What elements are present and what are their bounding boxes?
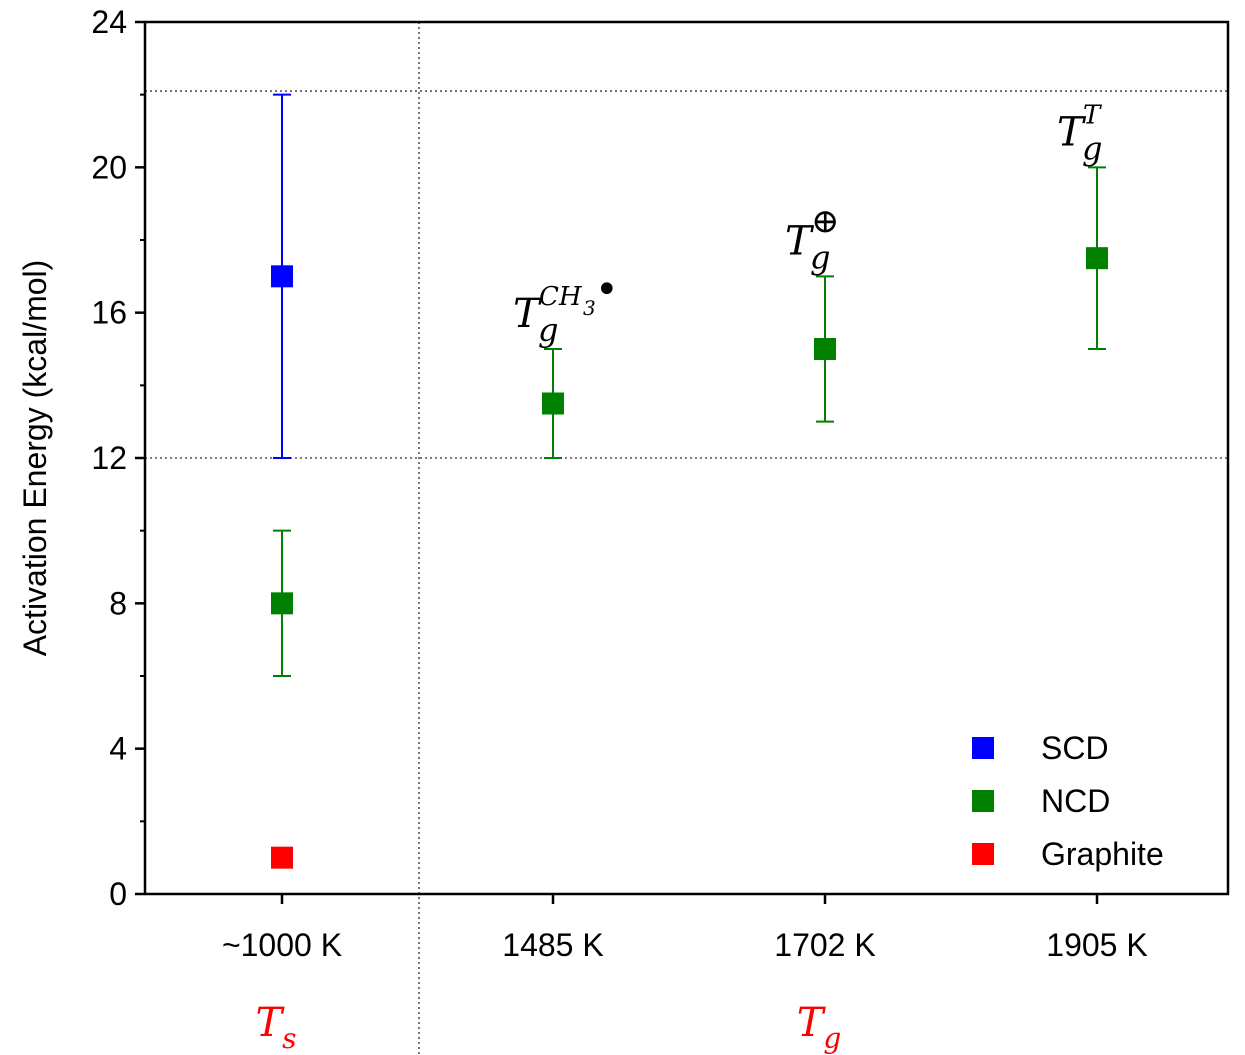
annotation-sup: T [1083,100,1102,130]
annotation-1905: TgT [1057,100,1102,167]
annotation-sub: g [810,238,830,276]
annotation-sub: g [538,311,558,349]
group-label-s: Ts [255,1000,296,1055]
y-tick-label: 4 [109,731,127,767]
legend-swatch [972,790,994,812]
annotation-sub: g [1082,129,1102,167]
data-point-scd-1000K [271,265,293,288]
x-tick-label: ~1000 K [222,927,342,963]
annotation-radical-dot: • [595,267,619,313]
legend-swatch [972,737,994,759]
y-tick-label: 8 [109,585,127,621]
x-tick-label: 1905 K [1046,927,1147,963]
data-point-ncd-1905K [1086,247,1108,270]
y-tick-label: 0 [109,876,127,912]
annotation-sup: ⊕ [811,201,840,241]
legend-swatch [972,843,994,865]
y-tick-label: 24 [91,4,127,40]
annotation-1702: Tg⊕ [785,201,840,276]
legend-item-scd: SCD [972,730,1109,766]
group-label-g: Tg [797,1000,842,1055]
x-tick-label: 1485 K [502,927,603,963]
data-point-ncd-1000K [271,592,293,615]
annotation-base: T [785,218,815,264]
legend-label: SCD [1041,730,1109,766]
annotation-base: T [1057,109,1087,155]
legend-item-graphite: Graphite [972,836,1164,872]
y-axis-title: Activation Energy (kcal/mol) [17,260,53,657]
data-point-ncd-1702K [814,338,836,360]
annotation-sup-sub: 3 [583,296,596,320]
legend-item-ncd: NCD [972,783,1110,819]
legend-label: Graphite [1041,836,1164,872]
annotation-sup: CH [539,282,583,312]
y-tick-label: 16 [91,295,127,331]
annotation-base: T [513,291,543,337]
x-tick-label: 1702 K [774,927,875,963]
y-tick-label: 20 [91,149,127,185]
data-point-ncd-1485K [542,392,564,415]
y-tick-label: 12 [91,440,127,476]
legend-label: NCD [1041,783,1110,819]
data-point-graphite-1000K [271,846,293,869]
